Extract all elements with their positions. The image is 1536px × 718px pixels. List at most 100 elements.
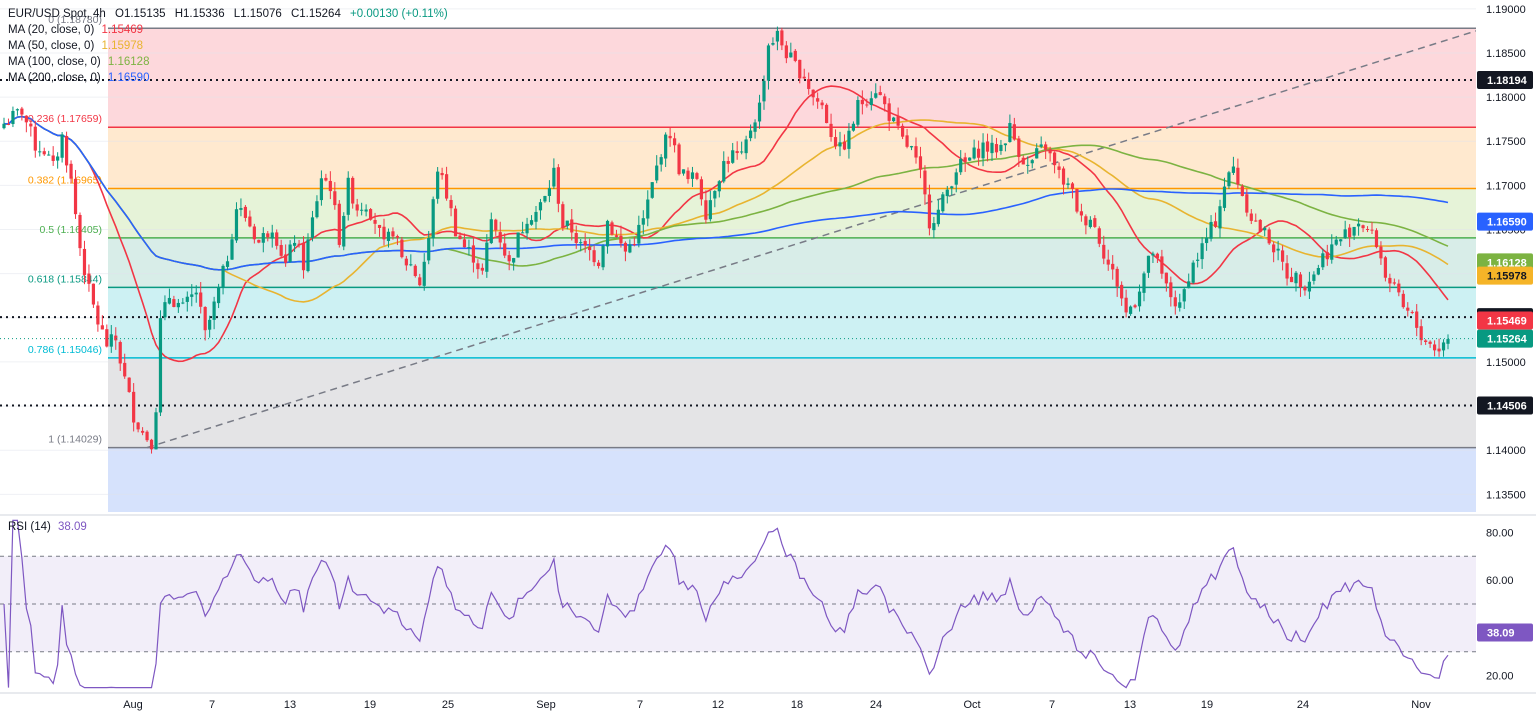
candle [275,229,279,250]
candle-body [248,216,252,227]
candle-body [1303,286,1307,291]
candle-body [677,144,681,175]
candle-body [1352,226,1356,236]
candle [270,224,274,248]
candle-body [494,219,498,231]
candle-body [181,302,185,304]
symbol-label[interactable]: EUR/USD Spot, 4h [8,8,106,20]
candle [109,325,113,353]
rsi-legend[interactable]: RSI (14) 38.09 [8,521,87,533]
candle [601,244,605,271]
candle-body [833,137,838,147]
candle-body [1026,164,1030,166]
candle [628,239,632,254]
candle-body [118,342,122,364]
candle [610,220,614,236]
candle-body [534,211,538,222]
candle-body [1272,244,1276,253]
candle-body [1088,219,1092,228]
candle-body [628,244,632,253]
candle [78,212,82,257]
candle-body [337,203,341,245]
candle-body [525,223,529,234]
candle-body [123,362,127,377]
candle-body [176,302,180,308]
candle-body [968,157,972,161]
candle [664,132,668,167]
candle [243,204,248,222]
candle [181,298,185,305]
candle-body [140,430,145,433]
candle-body [1102,244,1106,259]
y-tick-label: 1.19000 [1486,4,1526,16]
candle [1044,141,1048,160]
candle-body [261,233,265,243]
candle-body [1137,291,1142,307]
candle [784,41,788,64]
candle-body [1093,218,1097,227]
candle-body [646,199,650,219]
candle [1356,218,1361,236]
candle-body [288,244,292,262]
candle-body [820,102,824,106]
candle [713,190,717,208]
candle-body [279,245,283,256]
candle [1088,216,1092,229]
candle-body [1383,257,1388,278]
candle-body [1070,183,1075,189]
candle [1236,158,1240,190]
candle-body [24,115,28,123]
candle [883,93,887,112]
price-tag [1477,212,1533,231]
candle [310,210,315,242]
candle-body [1222,186,1227,208]
candle [1012,117,1016,141]
candle-body [740,151,744,153]
ma20-legend[interactable]: MA (20, close, 0) 1.15469 [8,22,448,38]
candle [766,43,771,90]
candle-body [762,80,766,102]
candle-body [1160,256,1164,274]
candle-body [190,294,194,297]
ma200-legend[interactable]: MA (200, close, 0) 1.16590 [8,70,448,86]
candle [1370,221,1374,235]
rsi-value-tag-label: 38.09 [1487,627,1515,639]
candle [360,202,364,216]
candle [798,59,802,84]
y-tick-label: 1.17500 [1486,136,1526,148]
candle [932,216,936,239]
candle [740,141,744,155]
candle [1030,159,1034,169]
candle [1361,224,1365,233]
candle-body [1213,221,1218,227]
candle [149,438,154,454]
candle-body [824,104,829,124]
candle [489,212,493,245]
candle [11,106,15,128]
candle-body [1196,259,1200,261]
candle-body [748,130,753,139]
candle [1142,271,1146,302]
candle [292,235,297,253]
candle-body [458,235,462,240]
candle-body [650,182,654,198]
candle [874,83,878,99]
candle-body [6,123,11,125]
candle [1222,177,1227,212]
candle-body [1191,262,1195,283]
candle [704,190,708,224]
candle-body [672,138,677,146]
candle-body [1330,244,1334,260]
candle [208,315,212,338]
candle-body [900,125,905,137]
ma100-legend[interactable]: MA (100, close, 0) 1.16128 [8,54,448,70]
candle [257,239,261,244]
candle [1330,234,1334,264]
ma50-legend[interactable]: MA (50, close, 0) 1.15978 [8,38,448,54]
candle [1079,203,1084,222]
candle [699,176,704,206]
candle-body [1419,326,1423,341]
candle [167,288,172,305]
x-tick-label: Nov [1411,699,1431,711]
